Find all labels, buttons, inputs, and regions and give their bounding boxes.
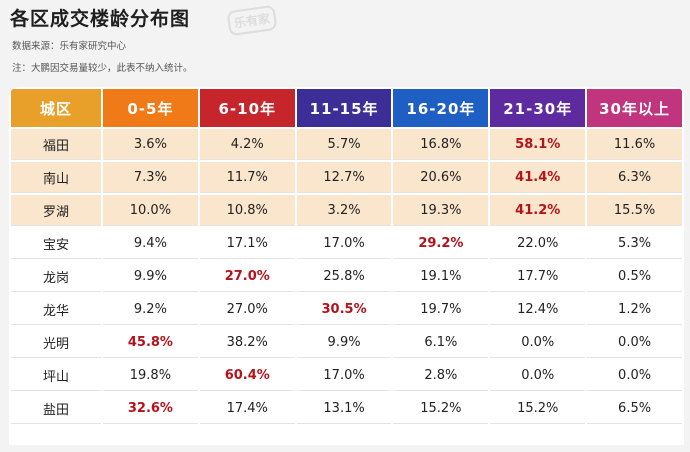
share-cell: 9.4% — [103, 228, 198, 259]
share-cell: 27.0% — [199, 294, 295, 325]
share-cell: 11.6% — [587, 129, 682, 160]
table-row: 宝安 9.4% 17.1% 17.0% 29.2% 22.0% 5.3% — [11, 228, 682, 259]
district-name-cell: 龙岗 — [11, 261, 101, 292]
table-row: 龙华 9.2% 27.0% 30.5% 19.7% 12.4% 1.2% — [11, 294, 682, 325]
footnote: 注：大鹏因交易量较少，此表不纳入统计。 — [12, 63, 193, 74]
district-name-cell: 宝安 — [11, 228, 101, 259]
max-share-cell: 45.8% — [103, 327, 198, 358]
share-cell: 3.6% — [103, 129, 198, 160]
share-cell: 15.2% — [490, 393, 586, 424]
share-cell: 6.5% — [587, 393, 682, 424]
share-cell: 0.0% — [490, 360, 586, 391]
district-name-cell: 龙华 — [11, 294, 101, 325]
share-cell: 1.2% — [587, 294, 682, 325]
share-cell: 9.2% — [103, 294, 198, 325]
table-row: 光明 45.8% 38.2% 9.9% 6.1% 0.0% 0.0% — [11, 327, 682, 358]
share-cell: 6.3% — [587, 162, 682, 193]
max-share-cell: 41.2% — [490, 195, 586, 226]
share-cell: 12.7% — [296, 162, 392, 193]
share-cell: 5.3% — [587, 228, 682, 259]
district-name-cell: 光明 — [11, 327, 101, 358]
table-row: 龙岗 9.9% 27.0% 25.8% 19.1% 17.7% 0.5% — [11, 261, 682, 292]
share-cell: 4.2% — [199, 129, 295, 160]
table-body: 福田 3.6% 4.2% 5.7% 16.8% 58.1% 11.6% 南山 7.3% 11.7%… — [11, 129, 682, 424]
max-share-cell: 27.0% — [199, 261, 295, 292]
header-age-bucket: 11-15年 — [296, 89, 392, 127]
table-row: 福田 3.6% 4.2% 5.7% 16.8% 58.1% 11.6% — [11, 129, 682, 160]
share-cell: 0.5% — [587, 261, 682, 292]
share-cell: 22.0% — [490, 228, 586, 259]
data-source: 数据来源：乐有家研究中心 — [12, 41, 127, 52]
share-cell: 7.3% — [103, 162, 198, 193]
district-name-cell: 坪山 — [11, 360, 101, 391]
table-header-row: 城区 0-5年 6-10年 11-15年 16-20年 21-30年 30年以上 — [11, 89, 682, 127]
share-cell: 19.3% — [393, 195, 489, 226]
table-row: 南山 7.3% 11.7% 12.7% 20.6% 41.4% 6.3% — [11, 162, 682, 193]
header-age-bucket: 0-5年 — [103, 89, 198, 127]
share-cell: 15.5% — [587, 195, 682, 226]
share-cell: 3.2% — [296, 195, 392, 226]
district-name-cell: 罗湖 — [11, 195, 101, 226]
share-cell: 5.7% — [296, 129, 392, 160]
max-share-cell: 32.6% — [103, 393, 198, 424]
share-cell: 0.0% — [490, 327, 586, 358]
table-row: 坪山 19.8% 60.4% 17.0% 2.8% 0.0% 0.0% — [11, 360, 682, 391]
share-cell: 17.7% — [490, 261, 586, 292]
max-share-cell: 41.4% — [490, 162, 586, 193]
header-age-bucket: 30年以上 — [587, 89, 682, 127]
share-cell: 9.9% — [296, 327, 392, 358]
table-row: 盐田 32.6% 17.4% 13.1% 15.2% 15.2% 6.5% — [11, 393, 682, 424]
max-share-cell: 60.4% — [199, 360, 295, 391]
share-cell: 17.4% — [199, 393, 295, 424]
share-cell: 20.6% — [393, 162, 489, 193]
age-distribution-table: 城区 0-5年 6-10年 11-15年 16-20年 21-30年 30年以上 福田 3.6… — [9, 87, 684, 426]
header-district: 城区 — [11, 89, 101, 127]
watermark-logo: 乐有家 — [226, 4, 278, 37]
share-cell: 11.7% — [199, 162, 295, 193]
share-cell: 38.2% — [199, 327, 295, 358]
header-age-bucket: 6-10年 — [199, 89, 295, 127]
share-cell: 17.1% — [199, 228, 295, 259]
district-name-cell: 盐田 — [11, 393, 101, 424]
share-cell: 13.1% — [296, 393, 392, 424]
share-cell: 17.0% — [296, 360, 392, 391]
share-cell: 15.2% — [393, 393, 489, 424]
header-age-bucket: 21-30年 — [490, 89, 586, 127]
share-cell: 16.8% — [393, 129, 489, 160]
share-cell: 25.8% — [296, 261, 392, 292]
age-distribution-table-card: 城区 0-5年 6-10年 11-15年 16-20年 21-30年 30年以上 福田 3.6… — [9, 87, 684, 445]
share-cell: 6.1% — [393, 327, 489, 358]
share-cell: 19.1% — [393, 261, 489, 292]
share-cell: 19.8% — [103, 360, 198, 391]
district-name-cell: 福田 — [11, 129, 101, 160]
share-cell: 17.0% — [296, 228, 392, 259]
share-cell: 19.7% — [393, 294, 489, 325]
share-cell: 12.4% — [490, 294, 586, 325]
share-cell: 10.0% — [103, 195, 198, 226]
share-cell: 10.8% — [199, 195, 295, 226]
share-cell: 2.8% — [393, 360, 489, 391]
header-age-bucket: 16-20年 — [393, 89, 489, 127]
table-row: 罗湖 10.0% 10.8% 3.2% 19.3% 41.2% 15.5% — [11, 195, 682, 226]
share-cell: 0.0% — [587, 327, 682, 358]
share-cell: 9.9% — [103, 261, 198, 292]
max-share-cell: 30.5% — [296, 294, 392, 325]
share-cell: 0.0% — [587, 360, 682, 391]
max-share-cell: 29.2% — [393, 228, 489, 259]
district-name-cell: 南山 — [11, 162, 101, 193]
page-title: 各区成交楼龄分布图 — [10, 8, 191, 30]
max-share-cell: 58.1% — [490, 129, 586, 160]
